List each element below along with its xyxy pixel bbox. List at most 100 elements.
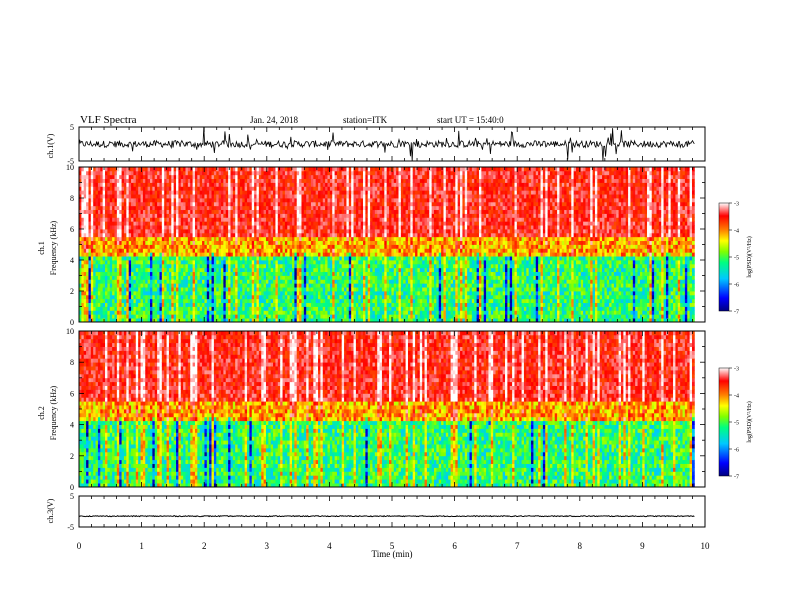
- spectrogram-cell: [299, 248, 302, 252]
- spectrogram-cell: [84, 171, 87, 175]
- spectrogram-cell: [216, 217, 219, 221]
- spectrogram-cell: [346, 268, 349, 272]
- spectrogram-cell: [223, 276, 226, 280]
- spectrogram-cell: [356, 252, 359, 256]
- spectrogram-cell: [105, 299, 108, 303]
- spectrogram-cell: [285, 198, 288, 202]
- spectrogram-cell: [268, 279, 271, 283]
- spectrogram-cell: [145, 295, 148, 299]
- spectrogram-cell: [316, 310, 319, 314]
- spectrogram-cell: [221, 186, 224, 190]
- spectrogram-cell: [271, 186, 274, 190]
- spectrogram-cell: [230, 276, 233, 280]
- spectrogram-cell: [117, 245, 120, 249]
- spectrogram-cell: [164, 295, 167, 299]
- spectrogram-cell: [320, 206, 323, 210]
- spectrogram-cell: [221, 198, 224, 202]
- spectrogram-cell: [358, 183, 361, 187]
- spectrogram-cell: [200, 264, 203, 268]
- spectrogram-cell: [188, 299, 191, 303]
- spectrogram-cell: [143, 307, 146, 311]
- spectrogram-cell: [152, 245, 155, 249]
- spectrogram-cell: [264, 276, 267, 280]
- spectrogram-cell: [84, 307, 87, 311]
- spectrogram-cell: [167, 183, 170, 187]
- spectrogram-cell: [204, 198, 207, 202]
- spectrogram-cell: [214, 233, 217, 237]
- spectrogram-cell: [266, 299, 269, 303]
- spectrogram-cell: [81, 291, 84, 295]
- spectrogram-cell: [221, 264, 224, 268]
- spectrogram-cell: [221, 221, 224, 225]
- spectrogram-cell: [280, 299, 283, 303]
- spectrogram-cell: [320, 183, 323, 187]
- spectrogram-cell: [171, 229, 174, 233]
- spectrogram-cell: [264, 268, 267, 272]
- spectrogram-cell: [169, 279, 172, 283]
- spectrogram-cell: [143, 190, 146, 194]
- spectrogram-cell: [112, 233, 115, 237]
- spectrogram-cell: [105, 217, 108, 221]
- spectrogram-cell: [115, 221, 118, 225]
- spectrogram-cell: [339, 307, 342, 311]
- spectrogram-cell: [148, 245, 151, 249]
- spectrogram-cell: [155, 175, 158, 179]
- spectrogram-cell: [230, 167, 233, 171]
- spectrogram-cell: [365, 214, 368, 218]
- spectrogram-cell: [257, 229, 260, 233]
- spectrogram-cell: [325, 303, 328, 307]
- spectrogram-cell: [245, 237, 248, 241]
- spectrogram-cell: [186, 241, 189, 245]
- spectrogram-cell: [84, 248, 87, 252]
- spectrogram-cell: [204, 206, 207, 210]
- spectrogram-cell: [219, 295, 222, 299]
- spectrogram-cell: [183, 190, 186, 194]
- spectrogram-cell: [247, 237, 250, 241]
- spectrogram-cell: [221, 272, 224, 276]
- spectrogram-cell: [271, 206, 274, 210]
- spectrogram-cell: [204, 272, 207, 276]
- spectrogram-cell: [145, 233, 148, 237]
- spectrogram-cell: [188, 225, 191, 229]
- spectrogram-cell: [122, 210, 125, 214]
- spectrogram-cell: [178, 245, 181, 249]
- spectrogram-cell: [148, 268, 151, 272]
- spectrogram-cell: [207, 183, 210, 187]
- spectrogram-cell: [290, 217, 293, 221]
- spectrogram-cell: [290, 264, 293, 268]
- spectrogram-cell: [280, 171, 283, 175]
- spectrogram-cell: [143, 167, 146, 171]
- spectrogram-cell: [207, 221, 210, 225]
- spectrogram-cell: [105, 283, 108, 287]
- spectrogram-cell: [271, 214, 274, 218]
- spectrogram-cell: [209, 221, 212, 225]
- spectrogram-cell: [354, 233, 357, 237]
- spectrogram-cell: [136, 241, 139, 245]
- spectrogram-cell: [252, 206, 255, 210]
- spectrogram-cell: [171, 252, 174, 256]
- spectrogram-cell: [155, 217, 158, 221]
- spectrogram-cell: [100, 210, 103, 214]
- spectrogram-cell: [252, 283, 255, 287]
- spectrogram-cell: [358, 229, 361, 233]
- spectrogram-cell: [207, 272, 210, 276]
- spectrogram-cell: [105, 194, 108, 198]
- spectrogram-cell: [124, 175, 127, 179]
- spectrogram-cell: [197, 314, 200, 318]
- spectrogram-cell: [271, 179, 274, 183]
- spectrogram-cell: [226, 233, 229, 237]
- spectrogram-cell: [230, 307, 233, 311]
- spectrogram-cell: [306, 252, 309, 256]
- spectrogram-cell: [254, 194, 257, 198]
- spectrogram-cell: [141, 221, 144, 225]
- spectrogram-cell: [358, 179, 361, 183]
- spectrogram-cell: [238, 295, 241, 299]
- spectrogram-cell: [339, 291, 342, 295]
- spectrogram-cell: [346, 248, 349, 252]
- spectrogram-cell: [148, 264, 151, 268]
- spectrogram-cell: [257, 260, 260, 264]
- spectrogram-cell: [245, 264, 248, 268]
- spectrogram-cell: [81, 260, 84, 264]
- spectrogram-cell: [204, 252, 207, 256]
- spectrogram-cell: [233, 268, 236, 272]
